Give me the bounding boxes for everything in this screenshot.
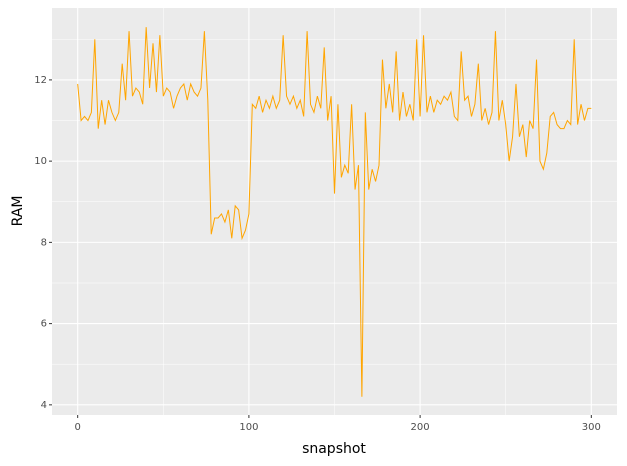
y-axis-label: RAM	[10, 196, 26, 227]
x-tick-label: 300	[582, 422, 601, 433]
y-tick-label: 8	[41, 237, 47, 248]
x-tick-label: 100	[239, 422, 258, 433]
x-tick-label: 0	[74, 422, 80, 433]
y-tick-label: 12	[34, 75, 47, 86]
x-axis-label: snapshot	[302, 441, 366, 457]
x-tick-label: 200	[411, 422, 430, 433]
y-tick-label: 6	[41, 319, 47, 330]
y-tick-label: 10	[34, 156, 47, 167]
data-line	[77, 27, 592, 397]
y-tick-label: 4	[41, 400, 47, 411]
